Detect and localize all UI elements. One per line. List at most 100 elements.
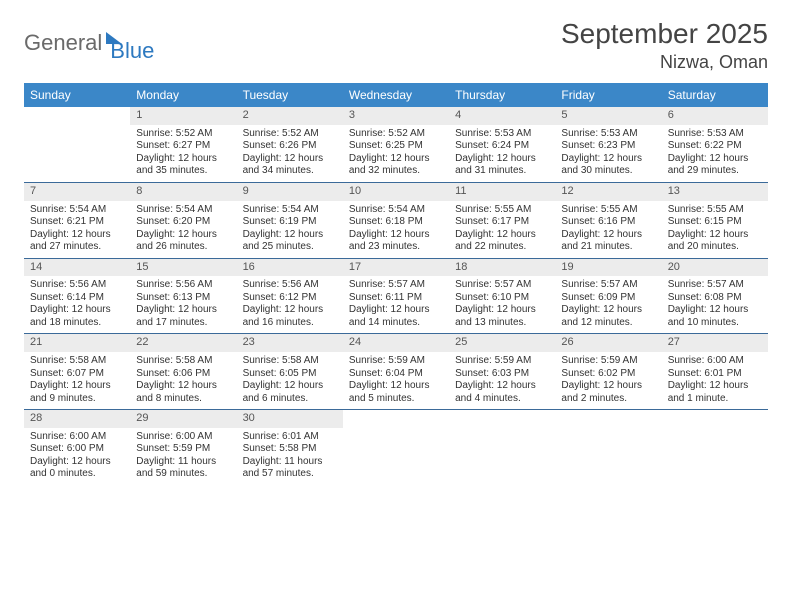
day-body: Sunrise: 6:00 AMSunset: 6:00 PMDaylight:…	[24, 428, 130, 485]
day-number: 25	[449, 334, 555, 352]
day-number: 4	[449, 107, 555, 125]
sunrise-text: Sunrise: 5:52 AM	[136, 128, 230, 141]
day2-text: and 2 minutes.	[561, 393, 655, 406]
day1-text: Daylight: 12 hours	[243, 229, 337, 242]
day-cell: 10Sunrise: 5:54 AMSunset: 6:18 PMDayligh…	[343, 183, 449, 258]
day2-text: and 8 minutes.	[136, 393, 230, 406]
day-body: Sunrise: 5:52 AMSunset: 6:26 PMDaylight:…	[237, 125, 343, 182]
sunrise-text: Sunrise: 5:53 AM	[455, 128, 549, 141]
weekday-header: Wednesday	[343, 83, 449, 107]
day-cell: 17Sunrise: 5:57 AMSunset: 6:11 PMDayligh…	[343, 259, 449, 334]
sunset-text: Sunset: 6:23 PM	[561, 140, 655, 153]
day-cell: 19Sunrise: 5:57 AMSunset: 6:09 PMDayligh…	[555, 259, 661, 334]
sunset-text: Sunset: 6:18 PM	[349, 216, 443, 229]
day2-text: and 26 minutes.	[136, 241, 230, 254]
weekday-header: Saturday	[662, 83, 768, 107]
day-cell: 23Sunrise: 5:58 AMSunset: 6:05 PMDayligh…	[237, 334, 343, 409]
weekday-header: Thursday	[449, 83, 555, 107]
day2-text: and 31 minutes.	[455, 165, 549, 178]
day1-text: Daylight: 12 hours	[243, 304, 337, 317]
day-cell: .	[449, 410, 555, 485]
day-cell: 8Sunrise: 5:54 AMSunset: 6:20 PMDaylight…	[130, 183, 236, 258]
day-number: 15	[130, 259, 236, 277]
day-cell: .	[555, 410, 661, 485]
sunset-text: Sunset: 6:10 PM	[455, 292, 549, 305]
day1-text: Daylight: 12 hours	[561, 153, 655, 166]
day-number: 22	[130, 334, 236, 352]
sunset-text: Sunset: 6:16 PM	[561, 216, 655, 229]
day1-text: Daylight: 12 hours	[243, 380, 337, 393]
day-body: Sunrise: 5:54 AMSunset: 6:18 PMDaylight:…	[343, 201, 449, 258]
sunrise-text: Sunrise: 5:55 AM	[561, 204, 655, 217]
sunset-text: Sunset: 6:09 PM	[561, 292, 655, 305]
day1-text: Daylight: 12 hours	[136, 229, 230, 242]
day1-text: Daylight: 12 hours	[668, 229, 762, 242]
sunset-text: Sunset: 6:03 PM	[455, 368, 549, 381]
sunset-text: Sunset: 6:05 PM	[243, 368, 337, 381]
weekday-header: Monday	[130, 83, 236, 107]
day-number: 12	[555, 183, 661, 201]
sunset-text: Sunset: 6:02 PM	[561, 368, 655, 381]
day1-text: Daylight: 12 hours	[243, 153, 337, 166]
day-number: 9	[237, 183, 343, 201]
day-cell: 30Sunrise: 6:01 AMSunset: 5:58 PMDayligh…	[237, 410, 343, 485]
day-number: 10	[343, 183, 449, 201]
day-cell: 2Sunrise: 5:52 AMSunset: 6:26 PMDaylight…	[237, 107, 343, 182]
day-number: 8	[130, 183, 236, 201]
day-number: 26	[555, 334, 661, 352]
day1-text: Daylight: 12 hours	[349, 229, 443, 242]
day-body: Sunrise: 5:56 AMSunset: 6:12 PMDaylight:…	[237, 276, 343, 333]
day-number: 17	[343, 259, 449, 277]
day-body: Sunrise: 5:52 AMSunset: 6:25 PMDaylight:…	[343, 125, 449, 182]
day-body: Sunrise: 6:00 AMSunset: 6:01 PMDaylight:…	[662, 352, 768, 409]
sunset-text: Sunset: 6:06 PM	[136, 368, 230, 381]
day-body: Sunrise: 5:56 AMSunset: 6:13 PMDaylight:…	[130, 276, 236, 333]
sunrise-text: Sunrise: 6:00 AM	[30, 431, 124, 444]
week-row: 14Sunrise: 5:56 AMSunset: 6:14 PMDayligh…	[24, 259, 768, 335]
day2-text: and 9 minutes.	[30, 393, 124, 406]
day-body: Sunrise: 5:53 AMSunset: 6:23 PMDaylight:…	[555, 125, 661, 182]
day1-text: Daylight: 12 hours	[668, 153, 762, 166]
day-number: 21	[24, 334, 130, 352]
day1-text: Daylight: 12 hours	[349, 304, 443, 317]
day-body: Sunrise: 5:57 AMSunset: 6:08 PMDaylight:…	[662, 276, 768, 333]
day-number: 7	[24, 183, 130, 201]
sunset-text: Sunset: 6:12 PM	[243, 292, 337, 305]
title-block: September 2025 Nizwa, Oman	[561, 18, 768, 73]
day-body: Sunrise: 5:55 AMSunset: 6:16 PMDaylight:…	[555, 201, 661, 258]
logo: General Blue	[24, 22, 154, 64]
day-number: 13	[662, 183, 768, 201]
sunrise-text: Sunrise: 6:01 AM	[243, 431, 337, 444]
day1-text: Daylight: 12 hours	[561, 380, 655, 393]
sunset-text: Sunset: 6:24 PM	[455, 140, 549, 153]
day1-text: Daylight: 12 hours	[136, 380, 230, 393]
sunrise-text: Sunrise: 5:58 AM	[136, 355, 230, 368]
day1-text: Daylight: 12 hours	[30, 304, 124, 317]
day-cell: 14Sunrise: 5:56 AMSunset: 6:14 PMDayligh…	[24, 259, 130, 334]
day-number: 3	[343, 107, 449, 125]
day-cell: 6Sunrise: 5:53 AMSunset: 6:22 PMDaylight…	[662, 107, 768, 182]
day-cell: 21Sunrise: 5:58 AMSunset: 6:07 PMDayligh…	[24, 334, 130, 409]
day-cell: 26Sunrise: 5:59 AMSunset: 6:02 PMDayligh…	[555, 334, 661, 409]
day1-text: Daylight: 12 hours	[561, 304, 655, 317]
day1-text: Daylight: 12 hours	[561, 229, 655, 242]
sunset-text: Sunset: 6:20 PM	[136, 216, 230, 229]
sunrise-text: Sunrise: 5:53 AM	[561, 128, 655, 141]
day1-text: Daylight: 12 hours	[349, 153, 443, 166]
day-cell: 5Sunrise: 5:53 AMSunset: 6:23 PMDaylight…	[555, 107, 661, 182]
day-number: 2	[237, 107, 343, 125]
sunset-text: Sunset: 6:25 PM	[349, 140, 443, 153]
day-number: 27	[662, 334, 768, 352]
day-cell: .	[662, 410, 768, 485]
day2-text: and 27 minutes.	[30, 241, 124, 254]
header: General Blue September 2025 Nizwa, Oman	[24, 18, 768, 73]
sunrise-text: Sunrise: 5:55 AM	[455, 204, 549, 217]
day-body: Sunrise: 5:57 AMSunset: 6:11 PMDaylight:…	[343, 276, 449, 333]
day2-text: and 10 minutes.	[668, 317, 762, 330]
day1-text: Daylight: 12 hours	[349, 380, 443, 393]
sunrise-text: Sunrise: 5:55 AM	[668, 204, 762, 217]
day-cell: 7Sunrise: 5:54 AMSunset: 6:21 PMDaylight…	[24, 183, 130, 258]
day-cell: 12Sunrise: 5:55 AMSunset: 6:16 PMDayligh…	[555, 183, 661, 258]
day-number: 6	[662, 107, 768, 125]
sunrise-text: Sunrise: 5:59 AM	[455, 355, 549, 368]
